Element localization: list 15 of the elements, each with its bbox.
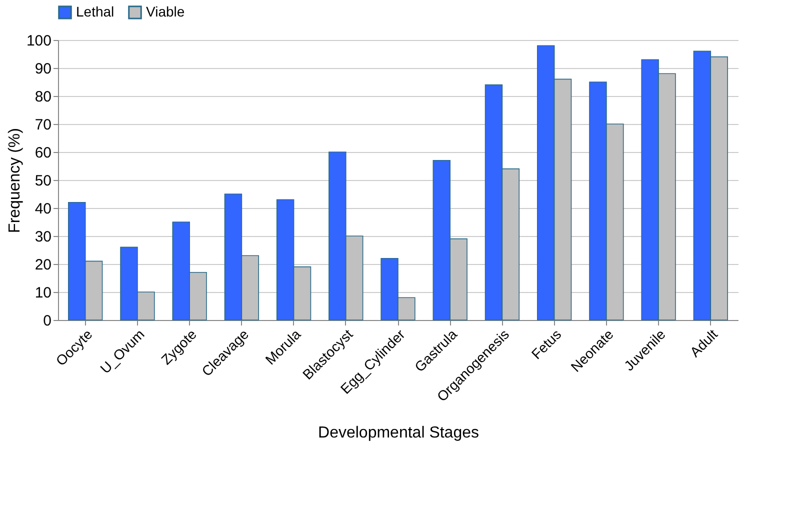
y-tick-label: 70	[34, 116, 52, 134]
y-tick-label: 100	[26, 32, 52, 50]
y-tick-label: 80	[34, 88, 52, 106]
y-tick-label: 20	[34, 256, 52, 274]
legend-label: Lethal	[76, 3, 114, 20]
y-tick-label: 10	[34, 284, 52, 302]
x-axis-title: Developmental Stages	[318, 424, 479, 442]
y-tick-label: 90	[34, 60, 52, 78]
y-axis-title: Frequency (%)	[6, 128, 24, 233]
y-tick-label: 50	[34, 172, 52, 190]
y-tick-label: 40	[34, 200, 52, 218]
y-tick-label: 30	[34, 228, 52, 246]
y-tick-label: 60	[34, 144, 52, 162]
y-tick-label: 0	[43, 312, 52, 330]
legend-label: Viable	[146, 3, 185, 20]
